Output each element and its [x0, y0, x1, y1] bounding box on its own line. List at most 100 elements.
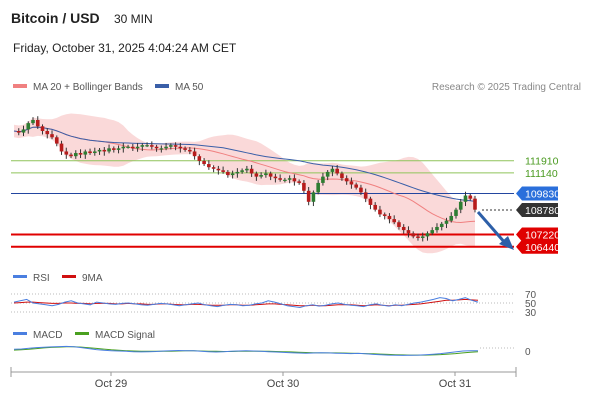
candle-body	[54, 137, 59, 144]
legend-swatch-rsi-ma	[62, 275, 76, 278]
bollinger-band-area	[14, 113, 475, 254]
candle-body	[164, 146, 168, 149]
candle-body	[273, 176, 278, 179]
interval-label: 30 MIN	[114, 12, 153, 26]
candle	[78, 149, 83, 159]
candle	[425, 231, 430, 241]
candle-body	[340, 173, 344, 179]
candle-body	[92, 151, 97, 154]
candle-body	[16, 131, 21, 133]
candle	[173, 142, 178, 151]
candle-body	[226, 171, 230, 176]
legend-rsi-ma-label: 9MA	[82, 273, 103, 284]
candle-body	[363, 192, 368, 199]
rsi-level-label: 30	[525, 308, 537, 319]
candle-body	[154, 146, 159, 149]
bollinger-bands	[14, 113, 475, 254]
candle	[273, 173, 278, 183]
candle	[359, 184, 363, 196]
candle-body	[259, 175, 263, 177]
candle	[325, 170, 330, 181]
candle	[40, 124, 45, 135]
candle-body	[235, 171, 240, 174]
legend-macd-label: MACD	[33, 330, 62, 341]
candle	[420, 232, 425, 242]
candle	[183, 146, 187, 152]
candle	[292, 174, 297, 186]
candle	[45, 128, 50, 139]
candle-body	[50, 134, 54, 138]
candle-body	[88, 151, 92, 154]
candle	[221, 166, 225, 174]
candle-body	[131, 146, 135, 149]
candle-body	[406, 230, 411, 234]
price-tag-106440: 106440	[516, 239, 560, 254]
candle-body	[188, 149, 192, 152]
price-tag-111140: 111140	[525, 168, 558, 180]
candle-body	[31, 120, 35, 124]
candle	[321, 172, 325, 186]
candle	[411, 231, 416, 239]
legend-swatch-rsi	[13, 275, 27, 278]
price-tag-label: 109830	[525, 188, 560, 200]
legend-rsi-label: RSI	[33, 273, 50, 284]
candle	[287, 175, 292, 184]
candle-body	[73, 153, 78, 157]
candle-body	[373, 204, 377, 210]
candle	[97, 148, 102, 155]
candle	[264, 169, 268, 178]
candle	[283, 177, 287, 183]
macd-line	[13, 345, 479, 356]
outlook-arrow	[476, 211, 514, 250]
candle-body	[159, 148, 164, 150]
candle	[188, 147, 192, 155]
price-tag-box	[516, 202, 558, 217]
candle	[102, 147, 107, 156]
candle	[363, 188, 368, 203]
price-tag-label: 111910	[525, 156, 559, 168]
candle	[226, 170, 230, 178]
candle-body	[425, 233, 430, 237]
candle	[449, 212, 454, 223]
candle-body	[368, 198, 373, 205]
candle	[259, 172, 263, 179]
candle-body	[135, 146, 140, 149]
candle-body	[354, 184, 358, 188]
x-tick-label: Oct 30	[267, 378, 299, 390]
candle-body	[216, 168, 221, 171]
candle	[435, 223, 439, 233]
candle-body	[183, 148, 187, 150]
price-tag-107220: 107220	[516, 227, 560, 242]
candle	[154, 144, 159, 152]
outlook-arrow-shaft	[476, 211, 508, 245]
candle-body	[140, 145, 145, 147]
candle-body	[397, 222, 401, 227]
price-tag-109830: 109830	[516, 186, 560, 201]
candle-body	[264, 173, 268, 176]
candle	[159, 145, 164, 153]
candle-body	[463, 195, 468, 202]
candle	[316, 180, 320, 195]
candle-body	[59, 143, 64, 152]
candle	[150, 141, 154, 150]
price-tag-label: 107220	[525, 230, 560, 242]
candle-body	[254, 173, 259, 177]
candle	[207, 160, 211, 170]
candle-body	[197, 156, 202, 161]
candle-body	[40, 126, 45, 132]
price-tag-label: 111140	[525, 168, 558, 180]
candle	[202, 158, 206, 166]
candle	[458, 198, 463, 214]
candle-body	[454, 209, 458, 216]
candle	[368, 196, 373, 210]
candle-body	[283, 179, 287, 181]
candle-body	[330, 168, 335, 172]
candle-body	[64, 151, 69, 155]
rsi-level-label: 50	[525, 299, 537, 310]
candle-body	[83, 151, 88, 155]
candle	[59, 140, 64, 155]
candle	[31, 117, 35, 126]
candle	[416, 233, 420, 241]
candle-body	[102, 149, 107, 152]
candle-body	[401, 226, 406, 231]
